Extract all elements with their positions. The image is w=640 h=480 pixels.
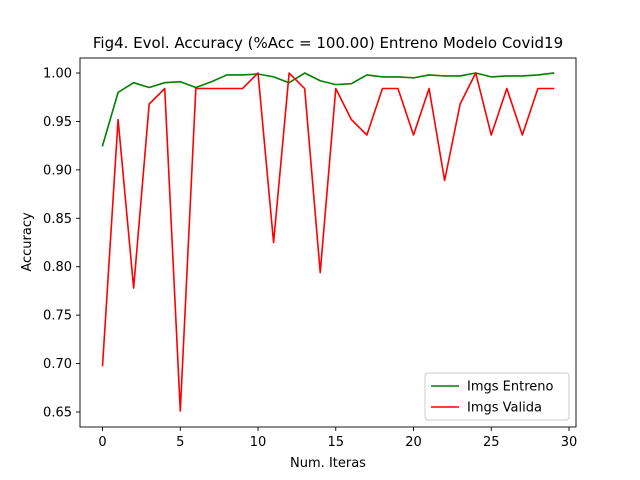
legend-box	[424, 372, 570, 421]
legend-label-1: Imgs Entreno	[467, 380, 554, 395]
y-axis-label: Accuracy	[20, 212, 35, 272]
y-tick-label: 0.65	[43, 405, 72, 420]
x-tick-label: 0	[98, 435, 106, 450]
y-tick-label: 0.80	[43, 260, 72, 275]
plot-area: 0 5 10 15 20 25 30 0.65 0.70 0.75 0.80 0.85 0.90 0.95…	[43, 57, 578, 450]
y-tick-label: 0.85	[43, 212, 72, 227]
legend: Imgs Entreno Imgs Valida	[424, 372, 570, 421]
series-line-2	[101, 72, 555, 412]
x-tick-label: 15	[328, 435, 345, 450]
y-tick-label: 0.90	[43, 163, 72, 178]
x-tick-label: 25	[483, 435, 500, 450]
chart-title: Fig4. Evol. Accuracy (%Acc = 100.00) Ent…	[93, 34, 563, 52]
x-tick-label: 20	[405, 435, 422, 450]
x-axis-label: Num. Iteras	[290, 456, 366, 471]
x-tick-label: 10	[250, 435, 267, 450]
axes-frame	[79, 57, 577, 428]
y-tick-label: 0.75	[43, 309, 72, 324]
y-tick-label: 0.70	[43, 357, 72, 372]
series-line-1	[101, 72, 555, 147]
legend-label-2: Imgs Valida	[467, 401, 542, 416]
y-tick-label: 0.95	[43, 115, 72, 130]
x-tick-label: 5	[176, 435, 184, 450]
y-tick-label: 1.00	[43, 67, 72, 82]
x-tick-label: 30	[561, 435, 578, 450]
